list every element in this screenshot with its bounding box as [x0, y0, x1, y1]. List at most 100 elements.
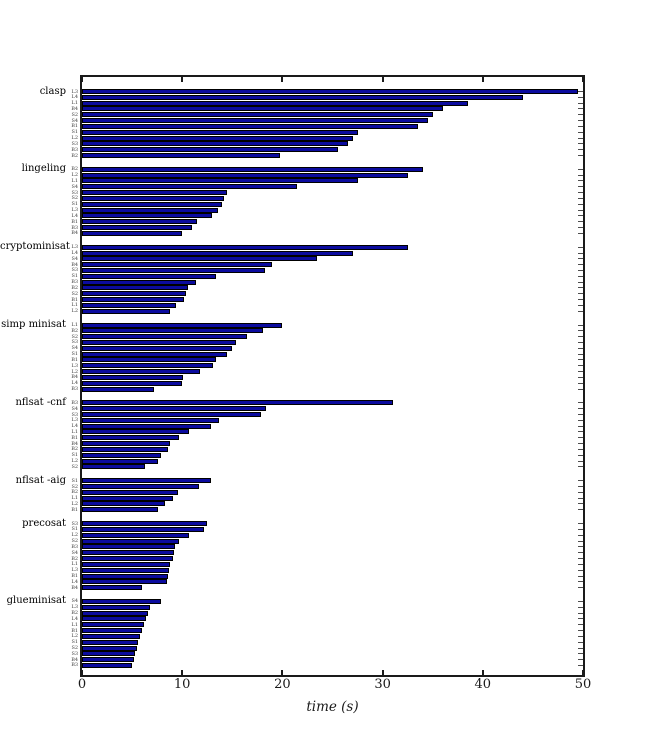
- y-tick-right: [578, 310, 583, 312]
- bar: [82, 489, 179, 495]
- bar-config-label: B4: [71, 440, 78, 447]
- bar: [82, 213, 213, 219]
- bar-config-label: S3: [71, 339, 78, 345]
- bar-config-label: B2: [71, 609, 78, 616]
- bar-config-label: B2: [71, 284, 78, 291]
- bar: [82, 573, 169, 579]
- bar: [82, 507, 159, 513]
- bar: [82, 244, 408, 250]
- bar-config-label: B4: [71, 584, 78, 591]
- bar: [82, 285, 189, 291]
- bar: [82, 118, 428, 124]
- y-tick-right: [578, 600, 583, 602]
- y-tick-right: [578, 330, 583, 332]
- y-tick-right: [578, 341, 583, 343]
- bar-config-label: B4: [71, 261, 78, 268]
- bar-config-label: L2: [71, 500, 78, 507]
- x-tick: [381, 670, 384, 675]
- bar: [82, 147, 338, 153]
- bar: [82, 567, 170, 573]
- bar-config-label: B3: [71, 146, 78, 153]
- bar: [82, 585, 143, 591]
- bar-config-label: B1: [71, 296, 78, 303]
- x-tick: [582, 77, 583, 82]
- bar: [82, 579, 168, 585]
- solver-group-label: simp minisat: [1, 319, 66, 331]
- y-tick-right: [578, 558, 583, 560]
- x-tick-label: 10: [173, 677, 191, 692]
- x-tick: [181, 77, 184, 82]
- x-tick-label: 40: [474, 677, 492, 692]
- bar-config-label: S3: [71, 650, 78, 657]
- bar: [82, 532, 190, 538]
- bar-config-label: B3: [71, 385, 78, 392]
- x-axis-tick-labels: 0 10 20 30 40 50: [78, 677, 591, 693]
- bar: [82, 458, 159, 464]
- bar: [82, 250, 353, 256]
- bar: [82, 538, 180, 544]
- y-tick-right: [578, 192, 583, 194]
- bar-config-label: S1: [71, 639, 78, 645]
- y-tick-right: [578, 347, 583, 349]
- bar-config-label: S2: [71, 333, 78, 340]
- y-tick-right: [578, 606, 583, 608]
- y-tick-right: [578, 227, 583, 229]
- y-tick-right: [578, 563, 583, 565]
- bar: [82, 135, 353, 141]
- bar-config-label: S1: [71, 477, 78, 484]
- bar-config-label: B1: [71, 123, 78, 129]
- bar: [82, 501, 166, 507]
- bar-config-label: S2: [71, 483, 78, 489]
- bar: [82, 166, 423, 172]
- bar: [82, 478, 212, 484]
- bar: [82, 207, 219, 213]
- bar: [82, 267, 266, 273]
- y-tick-right: [578, 246, 583, 248]
- y-tick-right: [578, 630, 583, 632]
- bar: [82, 279, 197, 285]
- bar-config-label: L4: [71, 94, 78, 100]
- y-tick-right: [578, 382, 583, 384]
- x-tick: [281, 77, 284, 82]
- bar: [82, 550, 175, 556]
- y-tick-right: [578, 497, 583, 499]
- bar-config-label: B1: [71, 506, 78, 513]
- bar: [82, 526, 205, 532]
- bar: [82, 100, 468, 106]
- y-tick-right: [578, 408, 583, 410]
- y-tick-right: [578, 287, 583, 289]
- y-tick-right: [578, 635, 583, 637]
- bar-config-label: L1: [71, 621, 78, 628]
- bar: [82, 628, 143, 634]
- bar: [82, 357, 217, 363]
- bar: [82, 598, 162, 604]
- bar: [82, 256, 318, 262]
- y-tick-right: [578, 258, 583, 260]
- y-tick-right: [578, 552, 583, 554]
- bar-config-label: S2: [71, 195, 78, 201]
- bar-config-label: B3: [71, 543, 78, 550]
- bar-config-label: L2: [71, 532, 78, 538]
- y-tick-right: [578, 180, 583, 182]
- bar-config-label: L2: [71, 633, 78, 639]
- bar-config-label: S4: [71, 598, 78, 604]
- y-tick-right: [578, 299, 583, 301]
- bar-config-label: S4: [71, 117, 78, 124]
- y-tick-right: [578, 612, 583, 614]
- bar-config-label: L3: [71, 206, 78, 213]
- bar: [82, 322, 283, 328]
- x-tick: [582, 670, 583, 675]
- y-tick-right: [578, 102, 583, 104]
- bar: [82, 622, 145, 628]
- bar-config-label: S1: [71, 526, 78, 532]
- bar: [82, 334, 248, 340]
- bar: [82, 225, 193, 231]
- x-tick: [181, 670, 184, 675]
- y-tick-right: [578, 168, 583, 170]
- bar: [82, 544, 176, 550]
- solver-group-label: nflsat -cnf: [15, 396, 66, 408]
- bar: [82, 153, 281, 159]
- y-tick-right: [578, 275, 583, 277]
- y-tick-right: [578, 131, 583, 133]
- bar-config-label: S4: [71, 345, 78, 351]
